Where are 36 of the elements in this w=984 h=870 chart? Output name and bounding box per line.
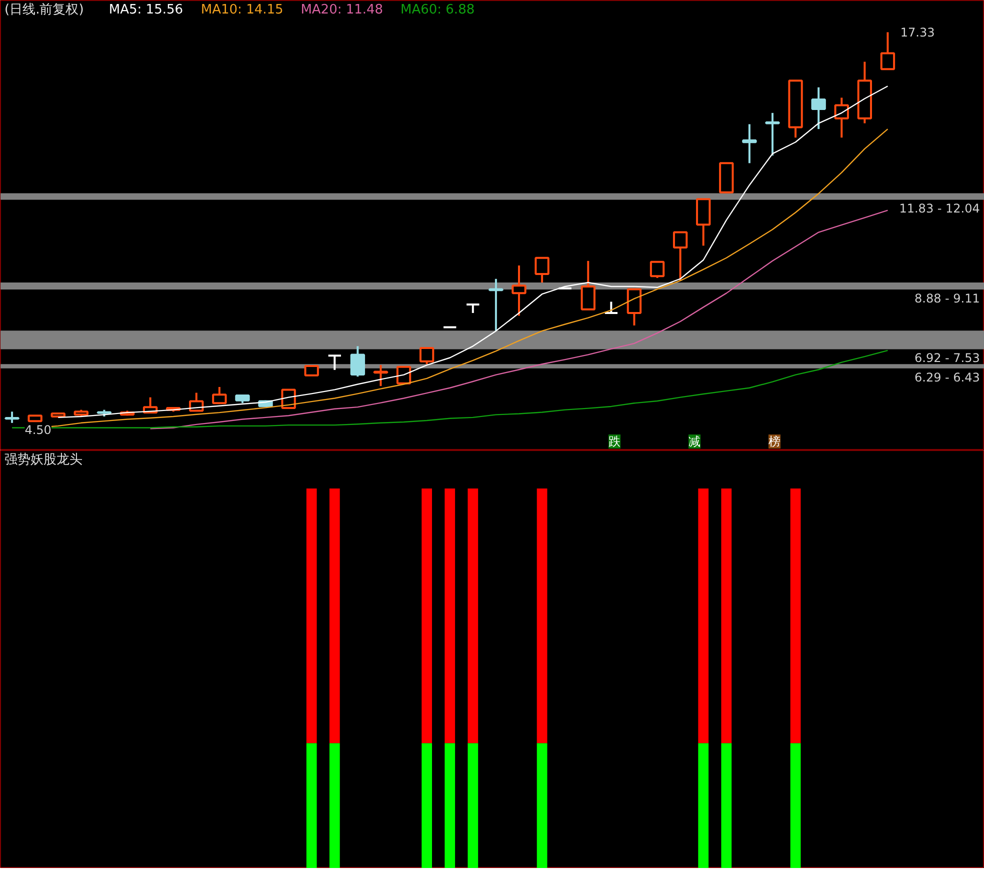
band-label: 11.83 - 12.04 (899, 202, 980, 216)
chart-title: 强势妖股龙头 (4, 452, 82, 468)
candlestick (765, 112, 780, 157)
annotation: 4.50 (24, 422, 52, 437)
text: 榜 (768, 434, 780, 448)
chart-title: (日线.前复权) (4, 2, 84, 18)
candlestick (742, 123, 757, 164)
candlestick (811, 86, 826, 130)
candlestick (419, 347, 434, 366)
candlestick (880, 31, 896, 70)
candlestick (534, 256, 550, 284)
candlestick (350, 345, 366, 378)
text: MA60: 6.88 (400, 2, 475, 18)
candlestick (512, 264, 526, 317)
candlestick (212, 386, 227, 404)
text: MA5: 15.56 (108, 2, 184, 18)
text: MA10: 14.15 (200, 2, 284, 18)
text: 跌 (608, 434, 620, 448)
text: MA20: 11.48 (300, 2, 384, 18)
candlestick (373, 364, 388, 388)
candlestick (650, 260, 665, 279)
candlestick (626, 288, 642, 326)
candlestick (396, 366, 412, 384)
text: 减 (688, 434, 700, 448)
band-label: 6.29 - 6.43 (914, 370, 980, 384)
candlestick (604, 300, 619, 314)
candlestick (834, 96, 849, 139)
candlestick (327, 354, 342, 371)
candlestick (4, 410, 20, 424)
text: 17.33 (900, 26, 935, 40)
candlestick (580, 260, 596, 310)
band-label: 8.88 - 9.11 (914, 292, 980, 306)
band-label: 6.92 - 7.53 (914, 351, 980, 366)
candlestick (672, 231, 688, 282)
candlestick (304, 364, 319, 376)
candlestick (488, 278, 504, 332)
